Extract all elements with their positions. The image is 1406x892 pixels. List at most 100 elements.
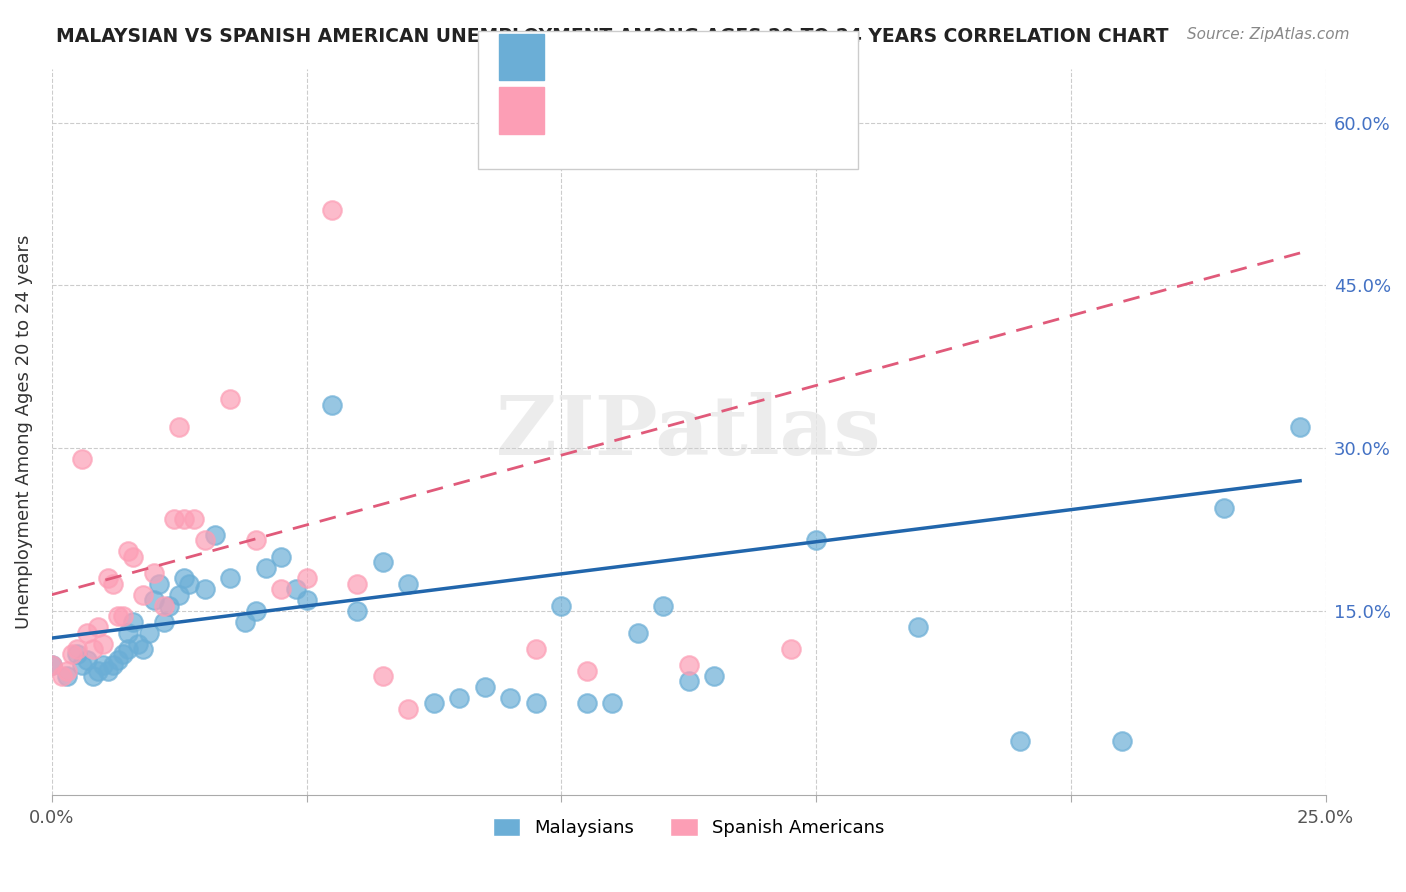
Text: R =: R = bbox=[548, 98, 588, 116]
Point bbox=[142, 593, 165, 607]
Text: N =: N = bbox=[654, 45, 693, 62]
Point bbox=[396, 701, 419, 715]
Point bbox=[1111, 734, 1133, 748]
Point bbox=[153, 615, 176, 629]
Point bbox=[66, 648, 89, 662]
Point bbox=[678, 658, 700, 673]
Point bbox=[600, 696, 623, 710]
Point bbox=[219, 392, 242, 407]
Point bbox=[117, 642, 139, 657]
Point bbox=[703, 669, 725, 683]
Point bbox=[97, 664, 120, 678]
Text: 56: 56 bbox=[689, 45, 714, 62]
Point bbox=[183, 512, 205, 526]
Point bbox=[254, 560, 277, 574]
Legend: Malaysians, Spanish Americans: Malaysians, Spanish Americans bbox=[485, 811, 891, 845]
Point bbox=[91, 658, 114, 673]
Point bbox=[101, 577, 124, 591]
Point bbox=[117, 625, 139, 640]
Point bbox=[245, 533, 267, 548]
Point bbox=[117, 544, 139, 558]
Point bbox=[86, 664, 108, 678]
Point bbox=[652, 599, 675, 613]
Point bbox=[101, 658, 124, 673]
Point bbox=[321, 398, 343, 412]
Point bbox=[245, 604, 267, 618]
Point bbox=[163, 512, 186, 526]
Point bbox=[66, 642, 89, 657]
Point bbox=[371, 669, 394, 683]
Point bbox=[295, 593, 318, 607]
Point bbox=[449, 690, 471, 705]
Text: 0.293: 0.293 bbox=[583, 45, 640, 62]
Point bbox=[524, 642, 547, 657]
Point bbox=[132, 588, 155, 602]
Point bbox=[627, 625, 650, 640]
Point bbox=[235, 615, 257, 629]
Point bbox=[1212, 500, 1234, 515]
Point bbox=[41, 658, 63, 673]
Point bbox=[1008, 734, 1031, 748]
Point bbox=[97, 571, 120, 585]
Point bbox=[173, 512, 195, 526]
Point bbox=[295, 571, 318, 585]
Point bbox=[76, 625, 98, 640]
Point bbox=[72, 658, 94, 673]
Point bbox=[550, 599, 572, 613]
Point bbox=[285, 582, 308, 597]
Point bbox=[41, 658, 63, 673]
Y-axis label: Unemployment Among Ages 20 to 24 years: Unemployment Among Ages 20 to 24 years bbox=[15, 235, 32, 629]
Point bbox=[56, 669, 79, 683]
Point bbox=[86, 620, 108, 634]
Point bbox=[153, 599, 176, 613]
Point bbox=[779, 642, 801, 657]
Point bbox=[127, 636, 149, 650]
Point bbox=[138, 625, 160, 640]
Point bbox=[499, 690, 522, 705]
Point bbox=[148, 577, 170, 591]
Point bbox=[219, 571, 242, 585]
Text: N =: N = bbox=[654, 98, 693, 116]
Point bbox=[194, 533, 217, 548]
Point bbox=[173, 571, 195, 585]
Point bbox=[167, 588, 190, 602]
Point bbox=[321, 202, 343, 217]
Point bbox=[132, 642, 155, 657]
Point bbox=[82, 669, 104, 683]
Point bbox=[474, 680, 496, 694]
Point bbox=[371, 555, 394, 569]
Point bbox=[575, 664, 598, 678]
Point bbox=[194, 582, 217, 597]
Point bbox=[204, 528, 226, 542]
Text: 0.320: 0.320 bbox=[583, 98, 640, 116]
Point bbox=[270, 582, 292, 597]
Point bbox=[524, 696, 547, 710]
Point bbox=[112, 609, 135, 624]
Point bbox=[142, 566, 165, 580]
Point bbox=[56, 664, 79, 678]
Point bbox=[122, 615, 145, 629]
Point bbox=[907, 620, 929, 634]
Point bbox=[107, 653, 129, 667]
Point bbox=[107, 609, 129, 624]
Text: ZIPatlas: ZIPatlas bbox=[496, 392, 882, 472]
Point bbox=[60, 648, 83, 662]
Point bbox=[804, 533, 827, 548]
Text: Source: ZipAtlas.com: Source: ZipAtlas.com bbox=[1187, 27, 1350, 42]
Point bbox=[167, 419, 190, 434]
Point bbox=[678, 674, 700, 689]
Text: MALAYSIAN VS SPANISH AMERICAN UNEMPLOYMENT AMONG AGES 20 TO 24 YEARS CORRELATION: MALAYSIAN VS SPANISH AMERICAN UNEMPLOYME… bbox=[56, 27, 1168, 45]
Point bbox=[346, 577, 368, 591]
Point bbox=[76, 653, 98, 667]
Text: R =: R = bbox=[548, 45, 588, 62]
Point bbox=[72, 452, 94, 467]
Point bbox=[575, 696, 598, 710]
Point bbox=[179, 577, 201, 591]
Point bbox=[270, 549, 292, 564]
Point bbox=[82, 642, 104, 657]
Point bbox=[396, 577, 419, 591]
Text: 36: 36 bbox=[689, 98, 714, 116]
Point bbox=[112, 648, 135, 662]
Point bbox=[51, 669, 73, 683]
Point bbox=[423, 696, 446, 710]
